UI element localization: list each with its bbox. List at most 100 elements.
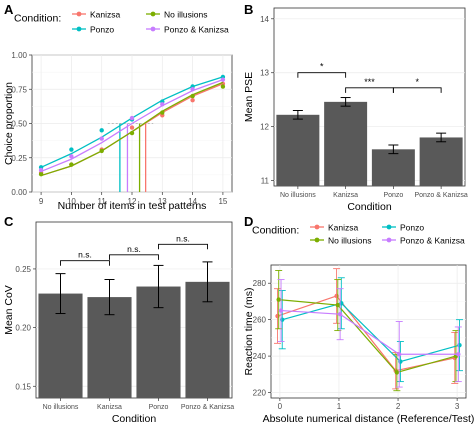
tick-label-y: 280 <box>253 279 267 288</box>
data-point-no-illusions <box>69 162 74 167</box>
legend-title: Condition: <box>252 225 299 237</box>
data-point-no-illusions <box>394 370 400 375</box>
bar-no-illusions <box>276 114 320 186</box>
legend-marker-no-illusions <box>314 237 320 243</box>
data-point-ponzo-and-kanizsa <box>220 77 226 82</box>
legend-label-ponzo: Ponzo <box>400 223 424 233</box>
significance-label: *** <box>364 77 375 87</box>
panel-c-mean-cov: No illusions Kanizsa Ponzo Ponzo & Kanizsa n… <box>3 221 234 425</box>
significance-label: * <box>320 62 324 72</box>
tick-label-y: 12 <box>260 123 269 132</box>
y-axis-label: Reaction time (ms) <box>243 287 255 375</box>
tick-label-x: 11 <box>98 197 107 206</box>
tick-label-x: 1 <box>337 402 342 411</box>
legend-label-kanizsa: Kanizsa <box>328 223 359 233</box>
tick-label-x: 10 <box>67 197 76 206</box>
data-point-ponzo <box>99 128 104 133</box>
data-point-no-illusions <box>220 84 226 89</box>
data-point-ponzo-and-kanizsa <box>337 311 343 317</box>
data-point-ponzo-and-kanizsa <box>99 136 104 141</box>
panel-label-d: D <box>244 214 253 229</box>
legend-marker-ponzo-and-kanizsa <box>150 26 156 32</box>
x-axis-label: Condition <box>112 413 157 425</box>
data-point-kanizsa <box>190 98 195 103</box>
data-point-ponzo-and-kanizsa <box>190 87 195 92</box>
data-point-kanizsa <box>129 125 135 130</box>
data-point-no-illusions <box>38 171 44 177</box>
tick-label-y: 0.25 <box>11 154 27 163</box>
data-point-ponzo-and-kanizsa <box>129 115 135 121</box>
data-point-ponzo-and-kanizsa <box>456 352 461 357</box>
significance-label: * <box>415 77 419 87</box>
x-axis-label: Condition <box>347 201 392 213</box>
panel-label-b: B <box>244 2 253 17</box>
legend-label-no-illusions: No illusions <box>328 236 371 246</box>
tick-label-x: 0 <box>278 402 283 411</box>
legend-label-ponzo: Ponzo <box>90 25 114 35</box>
data-point-no-illusions <box>129 130 135 136</box>
tick-label-x: Kanizsa <box>97 404 122 411</box>
series-line-ponzo-and-kanizsa <box>281 309 459 355</box>
bar-ponzo <box>371 149 415 186</box>
tick-label-y: 260 <box>253 316 267 325</box>
legend-label-no-illusions: No illusions <box>164 10 207 20</box>
data-point-no-illusions <box>160 110 165 115</box>
data-point-no-illusions <box>276 297 281 302</box>
series-line-no-illusions <box>278 299 457 374</box>
panel-a-choice-proportion: Condition: Kanizsa No illusions Ponzo Ponzo … <box>3 10 233 212</box>
panel-label-c: C <box>4 214 14 229</box>
data-point-ponzo-and-kanizsa <box>278 308 284 313</box>
tick-label-x: 9 <box>39 197 44 206</box>
tick-label-y: 0.75 <box>11 85 27 94</box>
legend-label-kanizsa: Kanizsa <box>90 10 121 20</box>
tick-label-x: 13 <box>158 197 167 206</box>
x-axis-label: Absolute numerical distance (Reference/T… <box>263 413 474 425</box>
bar-ponzo-and-kanizsa <box>419 137 463 186</box>
significance-bracket <box>392 87 442 93</box>
tick-label-x: Ponzo <box>149 404 169 411</box>
x-axis-label: Number of items in test patterns <box>58 200 207 212</box>
y-axis-label: Mean PSE <box>243 72 255 122</box>
significance-bracket <box>109 254 159 260</box>
tick-label-y: 14 <box>260 15 269 24</box>
tick-label-y: 0.50 <box>11 120 27 129</box>
tick-label-y: 11 <box>261 177 270 186</box>
tick-label-x: Ponzo & Kanizsa <box>414 192 467 199</box>
data-point-ponzo-and-kanizsa <box>160 102 165 107</box>
legend-marker-kanizsa <box>314 224 320 230</box>
data-point-ponzo <box>69 147 74 152</box>
data-point-no-illusions <box>335 302 340 308</box>
significance-bracket <box>297 72 347 78</box>
tick-label-x: 14 <box>188 197 197 206</box>
significance-label: n.s. <box>176 233 190 243</box>
y-axis-label: Choice proportion <box>3 82 15 165</box>
bar-kanizsa <box>324 101 368 186</box>
significance-bracket <box>60 260 110 266</box>
tick-label-y: 240 <box>253 352 267 361</box>
significance-label: n.s. <box>78 250 92 260</box>
tick-label-y: 0.15 <box>15 382 31 391</box>
tick-label-y: 0.00 <box>11 188 27 197</box>
data-point-ponzo-and-kanizsa <box>38 167 44 173</box>
legend-marker-ponzo-and-kanizsa <box>386 237 392 243</box>
panel-b-mean-pse: No illusions Kanizsa Ponzo Ponzo & Kanizsa *… <box>243 7 468 213</box>
tick-label-x: 15 <box>218 197 227 206</box>
data-point-ponzo-and-kanizsa <box>397 352 402 357</box>
tick-label-y: 0.20 <box>15 324 31 333</box>
legend-marker-ponzo <box>386 224 392 230</box>
tick-label-x: 3 <box>455 402 460 411</box>
tick-label-y: 1.00 <box>11 51 27 60</box>
data-point-no-illusions <box>190 93 195 99</box>
legend-label-ponzo-and-kanizsa: Ponzo & Kanizsa <box>400 236 465 246</box>
tick-label-y: 13 <box>260 69 269 78</box>
panel-d-reaction-time: Condition: Kanizsa Ponzo No illusions Ponzo … <box>243 223 474 426</box>
tick-label-x: Kanizsa <box>333 192 358 199</box>
plot-area <box>270 264 467 399</box>
significance-label: n.s. <box>127 244 141 254</box>
legend-marker-kanizsa <box>76 11 82 17</box>
series-line-ponzo <box>282 302 460 363</box>
legend-title: Condition: <box>14 13 61 25</box>
y-axis-label: Mean CoV <box>3 285 15 335</box>
tick-label-x: 12 <box>128 197 137 206</box>
